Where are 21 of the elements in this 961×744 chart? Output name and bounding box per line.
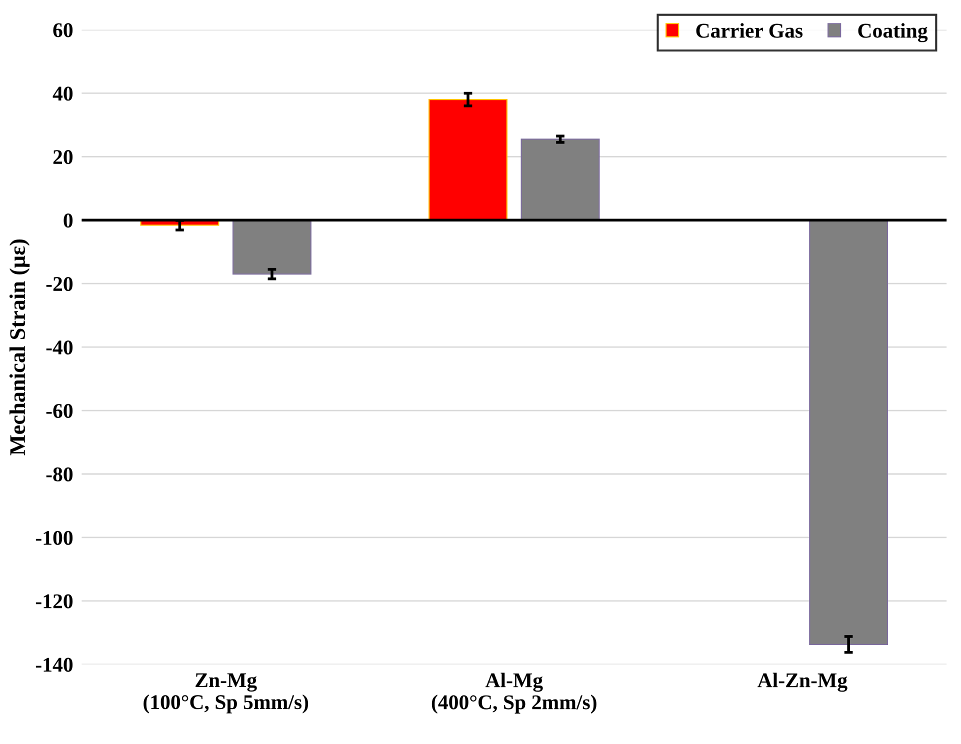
y-tick-label: 40 [52,86,73,101]
y-tick-label: -60 [46,404,73,418]
bar [520,138,600,221]
y-tick-label: -80 [46,467,73,482]
y-tick-label: -20 [46,276,73,292]
y-tick-label: 0 [64,214,73,228]
y-axis-title: Mechanical Strain (με) [9,239,30,456]
bar [428,99,508,221]
bar [809,220,888,645]
x-tick-label: Zn-Mg (100°C, Sp 5mm/s) [144,673,308,714]
x-tick-label: Al-Zn-Mg [758,672,848,692]
bar [232,220,312,275]
y-tick-label: -40 [46,340,73,355]
y-tick-label: -140 [36,658,73,672]
legend-label: Carrier Gas [696,23,803,38]
y-tick-label: -120 [36,594,73,608]
y-tick-label: 20 [53,150,73,164]
legend-label: Coating [858,23,928,42]
x-tick-label: Al-Mg (400°C, Sp 2mm/s) [432,672,596,714]
y-tick-label: -100 [36,530,73,545]
y-tick-label: 60 [53,23,73,38]
